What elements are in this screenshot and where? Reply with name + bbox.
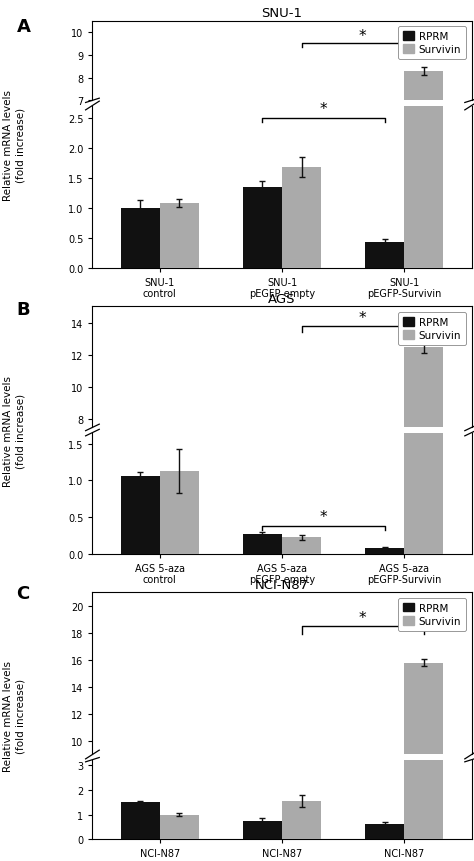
Text: C: C bbox=[17, 585, 30, 603]
Text: *: * bbox=[320, 102, 328, 117]
Title: NCI-N87: NCI-N87 bbox=[255, 579, 309, 592]
Bar bbox=[282, 168, 321, 269]
Bar bbox=[160, 815, 199, 839]
Bar bbox=[120, 531, 160, 548]
Bar bbox=[282, 545, 321, 548]
Bar bbox=[120, 856, 160, 861]
Bar bbox=[160, 236, 199, 261]
Bar bbox=[404, 663, 444, 861]
Bar bbox=[160, 530, 199, 548]
Bar bbox=[404, 71, 444, 261]
Bar bbox=[120, 208, 160, 269]
Text: A: A bbox=[17, 17, 30, 35]
Bar bbox=[404, 0, 444, 269]
Bar bbox=[120, 802, 160, 839]
Bar bbox=[365, 548, 404, 554]
Bar bbox=[404, 0, 444, 554]
Text: *: * bbox=[359, 28, 366, 44]
Title: SNU-1: SNU-1 bbox=[262, 8, 302, 21]
Text: Relative mRNA levels
(fold increase): Relative mRNA levels (fold increase) bbox=[3, 375, 25, 486]
Legend: RPRM, Survivin: RPRM, Survivin bbox=[398, 27, 466, 60]
Text: B: B bbox=[17, 301, 30, 319]
Bar bbox=[282, 801, 321, 839]
Bar bbox=[243, 230, 282, 261]
Bar bbox=[365, 243, 404, 269]
Bar bbox=[365, 825, 404, 839]
Bar bbox=[365, 251, 404, 261]
Bar bbox=[404, 347, 444, 548]
Bar bbox=[120, 238, 160, 261]
Title: AGS: AGS bbox=[268, 293, 296, 306]
Legend: RPRM, Survivin: RPRM, Survivin bbox=[398, 598, 466, 631]
Bar bbox=[243, 821, 282, 839]
Bar bbox=[282, 855, 321, 861]
Text: Relative mRNA levels
(fold increase): Relative mRNA levels (fold increase) bbox=[3, 90, 25, 201]
Bar bbox=[404, 446, 444, 839]
Bar bbox=[282, 222, 321, 261]
Bar bbox=[243, 544, 282, 548]
Bar bbox=[243, 534, 282, 554]
Legend: RPRM, Survivin: RPRM, Survivin bbox=[398, 313, 466, 346]
Bar bbox=[160, 203, 199, 269]
Text: *: * bbox=[320, 510, 328, 524]
Bar bbox=[120, 476, 160, 554]
Text: *: * bbox=[359, 610, 366, 625]
Bar bbox=[243, 188, 282, 269]
Text: *: * bbox=[359, 310, 366, 325]
Bar bbox=[282, 538, 321, 554]
Bar bbox=[160, 472, 199, 554]
Text: Relative mRNA levels
(fold increase): Relative mRNA levels (fold increase) bbox=[3, 660, 25, 771]
